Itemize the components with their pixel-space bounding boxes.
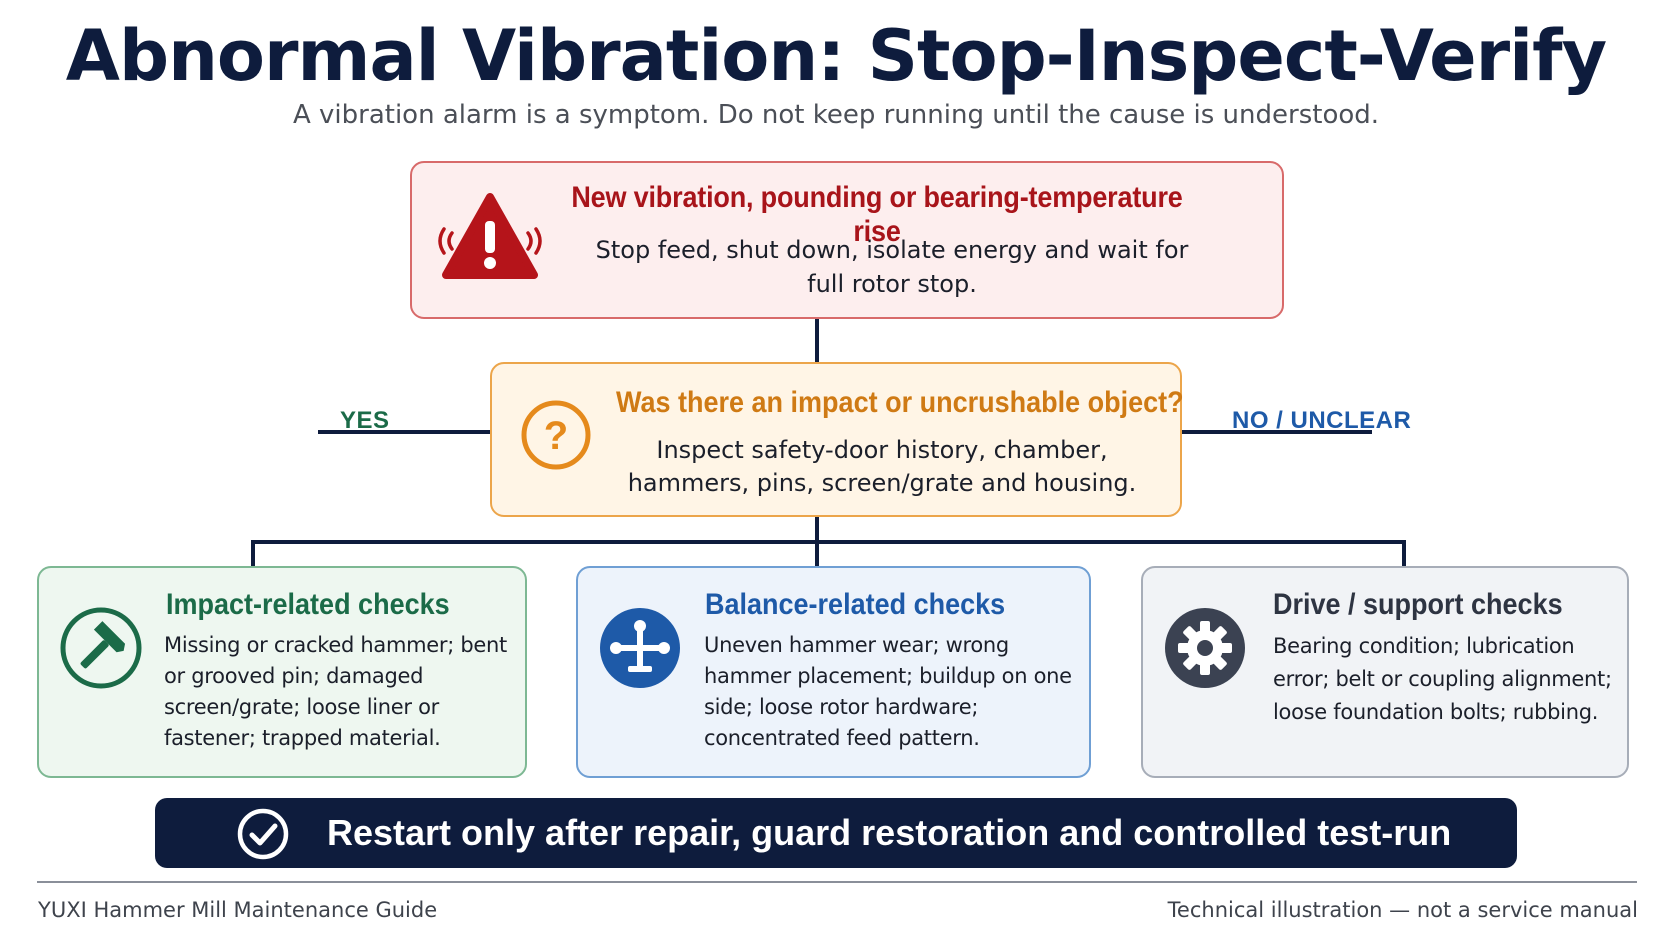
footer-divider [37, 881, 1637, 883]
drive-checks-card: Drive / support checks Bearing condition… [1141, 566, 1629, 778]
question-body: Inspect safety-door history, chamber, ha… [627, 436, 1137, 497]
gear-icon [1165, 608, 1245, 688]
impact-checks-body: Missing or cracked hammer; bent or groov… [164, 633, 507, 750]
restart-banner: Restart only after repair, guard restora… [155, 798, 1517, 868]
check-circle-icon [237, 808, 289, 860]
no-branch-label: NO / UNCLEAR [1232, 407, 1412, 434]
connector-alert-question [815, 318, 819, 363]
alert-body: Stop feed, shut down, isolate energy and… [595, 236, 1189, 298]
yes-branch-label: YES [340, 407, 390, 434]
question-title: Was there an impact or uncrushable objec… [616, 386, 1184, 419]
impact-checks-title: Impact-related checks [166, 588, 450, 621]
balance-checks-card: Balance-related checks Uneven hammer wea… [576, 566, 1091, 778]
page-title: Abnormal Vibration: Stop-Inspect-Verify [65, 15, 1607, 97]
footer-disclaimer: Technical illustration — not a service m… [1167, 898, 1638, 922]
balance-checks-title: Balance-related checks [705, 588, 1006, 621]
question-circle-icon: ? [521, 400, 591, 470]
alert-title: New vibration, pounding or bearing-tempe… [571, 181, 1183, 248]
footer-source: YUXI Hammer Mill Maintenance Guide [38, 898, 438, 922]
alert-box: New vibration, pounding or bearing-tempe… [410, 161, 1284, 319]
question-box: ? Was there an impact or uncrushable obj… [490, 362, 1184, 517]
connector-no-branch [1182, 430, 1372, 434]
connector-left-drop [251, 540, 255, 567]
drive-checks-body: Bearing condition; lubrication error; be… [1273, 634, 1612, 724]
page-subtitle: A vibration alarm is a symptom. Do not k… [292, 100, 1380, 130]
svg-text:?: ? [544, 414, 568, 458]
warning-triangle-icon [438, 193, 542, 279]
impact-checks-card: Impact-related checks Missing or cracked… [37, 566, 527, 778]
balance-icon [600, 608, 680, 688]
connector-yes-branch [318, 430, 490, 434]
drive-checks-title: Drive / support checks [1273, 588, 1563, 621]
hammer-icon [60, 607, 142, 689]
connector-right-drop [1402, 540, 1406, 567]
restart-banner-text: Restart only after repair, guard restora… [327, 812, 1452, 853]
balance-checks-body: Uneven hammer wear; wrong hammer placeme… [704, 633, 1072, 750]
connector-horizontal-bus [251, 540, 1406, 544]
